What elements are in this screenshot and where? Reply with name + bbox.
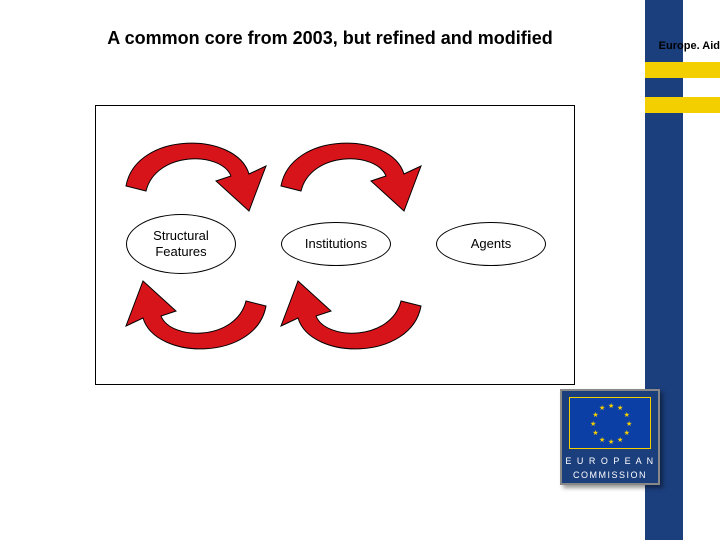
diagram-frame: StructuralFeatures Institutions Agents xyxy=(95,105,575,385)
node-institutions: Institutions xyxy=(281,222,391,266)
logo-text: E U R O P E A NCOMMISSION xyxy=(565,455,654,482)
european-commission-logo: ★★★★★★★★★★★★ E U R O P E A NCOMMISSION xyxy=(560,389,660,485)
accent-stripe-top xyxy=(645,62,720,78)
node-label: Agents xyxy=(471,236,511,252)
page-title: A common core from 2003, but refined and… xyxy=(50,26,610,50)
accent-stripe-bottom xyxy=(645,97,720,113)
node-label: Institutions xyxy=(305,236,367,252)
eu-flag-icon: ★★★★★★★★★★★★ xyxy=(569,397,651,449)
sidebar-label: Europe. Aid xyxy=(659,40,720,52)
node-label: StructuralFeatures xyxy=(153,228,209,259)
node-structural-features: StructuralFeatures xyxy=(126,214,236,274)
node-agents: Agents xyxy=(436,222,546,266)
